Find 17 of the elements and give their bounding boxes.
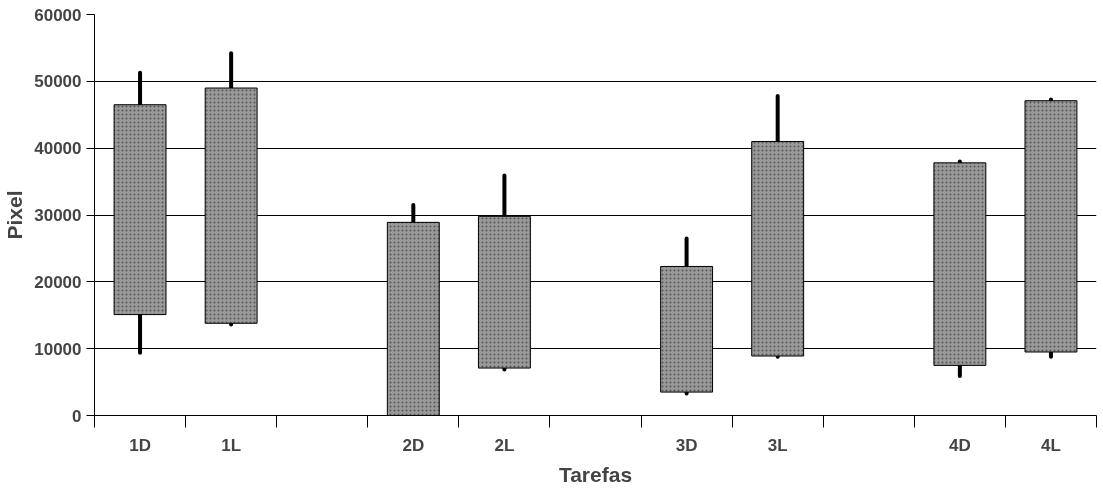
x-axis-title: Tarefas [558,462,633,486]
y-axis-title: Pixel [3,190,27,240]
x-tick-label: 1D [129,435,151,455]
x-tick-label: 4L [1041,435,1061,455]
x-tick-label: 3D [675,435,698,455]
y-tick-label: 30000 [34,206,82,225]
y-tick-label: 60000 [34,5,82,25]
x-tick-label: 2L [494,435,515,455]
y-tick-label: 50000 [34,72,82,92]
y-tick-label: 10000 [34,339,82,359]
y-tick-label: 20000 [34,272,82,292]
x-tick-label: 3L [767,435,788,455]
x-tick-label: 1L [221,435,242,455]
y-tick-label: 40000 [34,139,82,159]
y-tick-label: 0 [72,406,82,426]
x-tick-label: 4D [949,435,971,455]
x-tick-label: 2D [402,435,425,455]
